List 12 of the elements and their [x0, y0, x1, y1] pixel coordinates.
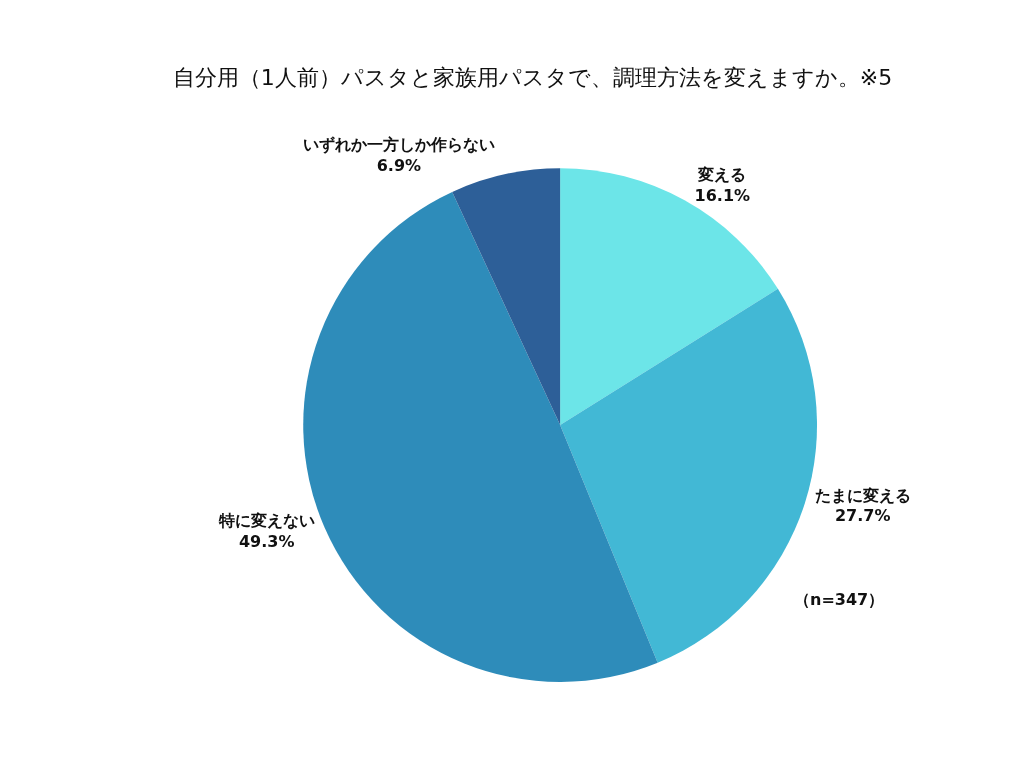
- slice-label: 変える: [697, 165, 747, 185]
- data-label: 49.3%: [238, 531, 295, 551]
- pie-slice: [560, 168, 778, 426]
- slice-label: 特に変えない: [217, 511, 315, 531]
- data-label: 27.7%: [834, 506, 891, 526]
- slice-label: たまに変える: [814, 485, 911, 505]
- pie-slice: [452, 168, 561, 426]
- chart-title: 自分用（1人前）パスタと家族用パスタで、調理方法を変えますか。※5: [172, 64, 893, 90]
- text: （n=347）: [794, 590, 885, 609]
- data-label: 6.9%: [376, 156, 422, 176]
- data-label: 16.1%: [694, 186, 751, 206]
- slice-label: いずれか一方しか作らない: [302, 135, 495, 155]
